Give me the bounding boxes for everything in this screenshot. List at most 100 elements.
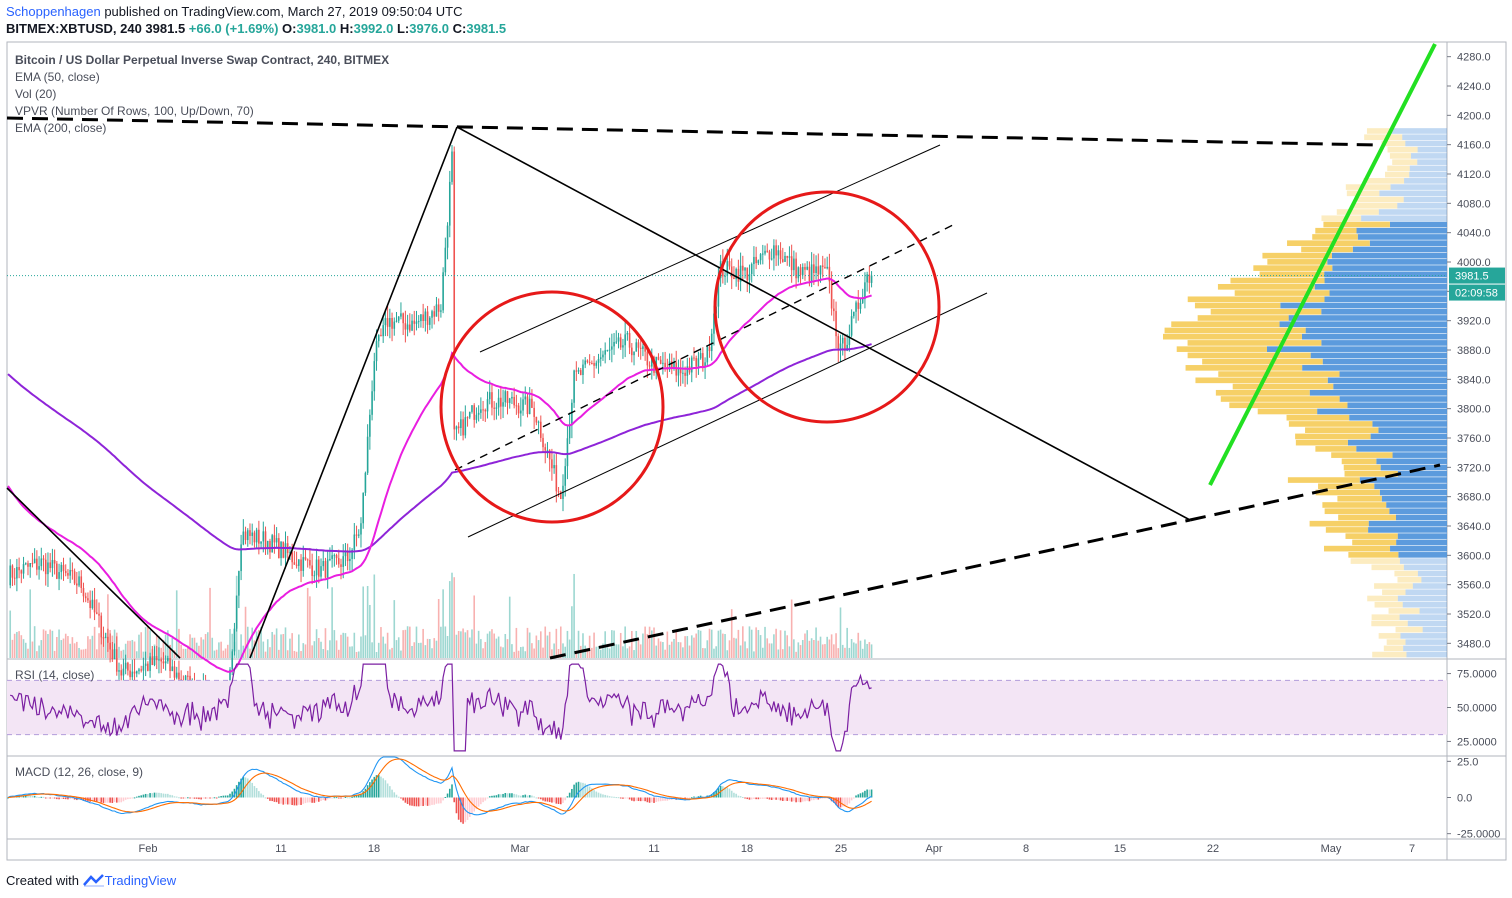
macd-hist-bar (722, 786, 724, 798)
volume-bar (730, 609, 733, 658)
macd-hist-bar (455, 797, 458, 814)
volume-bar (548, 631, 551, 658)
volume-bar (644, 626, 646, 658)
macd-hist-bar (653, 797, 655, 803)
tradingview-link[interactable]: TradingView (104, 873, 177, 888)
macd-hist-bar (804, 797, 806, 802)
candle-body (810, 264, 813, 282)
macd-hist-bar (793, 797, 795, 802)
candle-body (533, 407, 535, 417)
macd-hist-bar (737, 795, 740, 798)
macd-hist-bar (273, 797, 276, 802)
volume-bar (187, 645, 189, 658)
volume-bar (36, 651, 38, 658)
candle-body (33, 558, 36, 564)
candle-body (164, 661, 167, 664)
vp-down-bar (1176, 346, 1267, 352)
volume-bar (666, 631, 669, 658)
volume-bar (466, 630, 469, 658)
volume-bar (657, 638, 660, 658)
candle-body (553, 465, 555, 469)
macd-hist-bar (27, 795, 29, 798)
vp-down-bar (1392, 159, 1418, 165)
candle-body (753, 256, 755, 265)
volume-bar (555, 628, 558, 658)
macd-hist-bar (147, 794, 149, 798)
vp-down-bar (1229, 402, 1348, 409)
candle-body (868, 274, 871, 283)
candle-body (846, 344, 848, 351)
macd-hist-bar (564, 797, 567, 801)
vp-down-bar (1262, 252, 1332, 259)
volume-bar (346, 636, 349, 658)
macd-hist-bar (524, 794, 527, 798)
legend-ema200[interactable]: EMA (200, close) (15, 121, 107, 135)
macd-hist-bar (548, 797, 551, 803)
macd-hist-bar (58, 797, 60, 800)
volume-bar (744, 641, 746, 658)
legend-vpvr[interactable]: VPVR (Number Of Rows, 100, Up/Down, 70) (15, 104, 254, 118)
candle-body (577, 370, 580, 372)
macd-hist-bar (29, 795, 31, 798)
macd-hist-bar (284, 797, 287, 805)
macd-hist-bar (324, 797, 327, 801)
macd-hist-bar (329, 797, 331, 799)
vp-down-bar (1371, 620, 1408, 627)
macd-hist-bar (133, 797, 136, 799)
macd-hist-bar (466, 797, 469, 820)
volume-bar (417, 642, 420, 658)
volume-bar (726, 650, 729, 658)
vp-up-bar (1329, 290, 1447, 296)
volume-bar (557, 648, 560, 658)
volume-bar (773, 634, 775, 658)
legend-rsi[interactable]: RSI (14, close) (15, 668, 95, 682)
macd-hist-bar (155, 792, 158, 798)
vp-up-bar (1288, 315, 1447, 321)
price-tick-label: 4120.0 (1457, 169, 1491, 181)
candle-body (102, 637, 105, 639)
vp-up-bar (1333, 383, 1447, 390)
volume-bar (164, 634, 167, 658)
macd-hist-bar (120, 797, 123, 803)
price-tick-label: 3600.0 (1457, 550, 1491, 562)
vp-down-bar (1372, 651, 1407, 658)
volume-bar (395, 640, 398, 658)
candle-body (704, 362, 706, 368)
rsi-pane (7, 663, 1447, 752)
vp-up-bar (1409, 165, 1447, 172)
vp-down-bar (1384, 171, 1410, 178)
legend-ema50[interactable]: EMA (50, close) (15, 70, 100, 84)
legend-macd[interactable]: MACD (12, 26, close, 9) (15, 765, 144, 779)
legend-vol[interactable]: Vol (20) (15, 87, 57, 101)
macd-hist-bar (730, 790, 733, 798)
volume-bar (491, 629, 493, 658)
vp-down-bar (1220, 396, 1340, 402)
axes: 4280.0 4240.0 4200.0 4160.0 4120.0 4080.0 4040… (139, 52, 1505, 855)
candle-body (16, 567, 18, 579)
macd-hist-bar (215, 797, 218, 799)
candle-body (733, 277, 735, 280)
candle-body (781, 259, 784, 262)
vp-down-bar (1381, 140, 1406, 147)
vp-down-bar (1394, 570, 1418, 577)
volume-bar (588, 635, 591, 658)
macd-hist-bar (311, 797, 313, 803)
macd-hist-bar (724, 787, 726, 798)
candle-body (659, 359, 662, 364)
macd-hist-bar (750, 797, 753, 800)
time-tick-label: 7 (1409, 843, 1415, 855)
candle-body (184, 675, 187, 683)
macd-hist-bar (846, 797, 848, 806)
volume-bar (324, 628, 327, 658)
vp-down-bar (1386, 639, 1406, 645)
macd-hist-bar (799, 797, 802, 803)
candle-body (504, 391, 507, 403)
macd-hist-bar (808, 797, 811, 802)
author-link[interactable]: Schoppenhagen (6, 4, 101, 19)
candle-body (817, 266, 820, 275)
volume-bar (655, 645, 658, 658)
candle-body (542, 437, 544, 448)
channel-upper-line (479, 144, 941, 353)
vp-down-bar (1234, 290, 1330, 296)
